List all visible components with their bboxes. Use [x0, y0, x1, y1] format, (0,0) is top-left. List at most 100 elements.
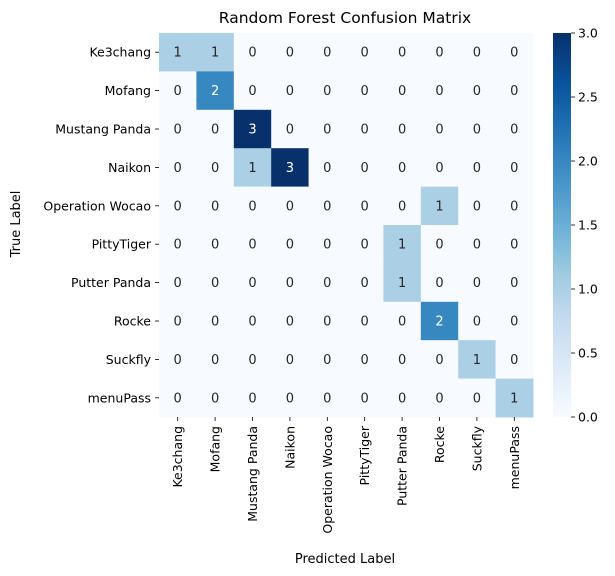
cell-value-label: 0: [435, 84, 443, 99]
heatmap-cell: [233, 225, 272, 264]
cell-value-label: 0: [248, 353, 256, 368]
heatmap-cell: [308, 109, 347, 149]
colorbar-tick-label: 0.5: [578, 346, 598, 361]
y-tick-label: Suckfly: [106, 352, 152, 367]
cell-value-label: 0: [473, 123, 481, 138]
heatmap-cell: [346, 33, 384, 72]
cell-value-label: 0: [286, 353, 294, 368]
cell-value-label: 0: [286, 276, 294, 291]
heatmap-cell: [233, 33, 272, 72]
heatmap-cell: [383, 186, 422, 226]
heatmap-cell: [495, 148, 534, 188]
heatmap-cell: [196, 186, 235, 226]
colorbar-tick-label: 2.0: [578, 154, 598, 169]
heatmap-cell: [308, 340, 347, 380]
cell-value-label: 0: [510, 46, 518, 61]
heatmap-cell: [346, 186, 384, 226]
cell-value-label: 0: [435, 276, 443, 291]
cell-value-label: 0: [510, 199, 518, 214]
cell-value-label: 0: [323, 46, 331, 61]
cell-value-label: 0: [435, 123, 443, 138]
cell-value-label: 0: [398, 161, 406, 176]
cell-value-label: 0: [211, 161, 219, 176]
heatmap-cell: [271, 301, 310, 341]
heatmap-cell: [420, 71, 459, 111]
x-tick-label: Ke3chang: [170, 426, 185, 488]
heatmap-cell: [308, 71, 347, 111]
heatmap-cell: [420, 340, 459, 380]
heatmap-cell: [159, 186, 197, 226]
heatmap-cells: [159, 33, 534, 418]
heatmap-cell: [346, 301, 384, 341]
cell-value-label: 0: [435, 46, 443, 61]
heatmap-cell: [383, 148, 422, 188]
cell-value-label: 0: [174, 315, 182, 330]
cell-value-label: 0: [361, 238, 369, 253]
heatmap-cell: [458, 186, 497, 226]
cell-value-label: 0: [398, 123, 406, 138]
cell-value-label: 1: [174, 46, 182, 61]
cell-value-label: 0: [174, 84, 182, 99]
heatmap-cell: [346, 263, 384, 303]
cell-value-label: 0: [248, 315, 256, 330]
heatmap-cell: [383, 109, 422, 149]
cell-value-label: 0: [211, 315, 219, 330]
y-tick-label: Putter Panda: [71, 275, 151, 290]
cell-value-label: 0: [248, 199, 256, 214]
heatmap-cell: [196, 263, 235, 303]
cell-value-label: 0: [473, 238, 481, 253]
x-axis-ticks: Ke3chang Mofang Mustang Panda Naikon Operati…: [170, 417, 522, 534]
heatmap-cell: [233, 71, 272, 111]
heatmap-cell: [458, 71, 497, 111]
heatmap-cell: [159, 33, 197, 72]
y-tick-label: Operation Wocao: [43, 198, 151, 213]
chart-title: Random Forest Confusion Matrix: [219, 9, 471, 27]
cell-value-label: 0: [174, 391, 182, 406]
heatmap-cell: [383, 378, 422, 418]
x-tick-label: PittyTiger: [357, 425, 372, 485]
heatmap-cell: [458, 301, 497, 341]
cell-value-label: 0: [398, 353, 406, 368]
heatmap-cell: [458, 148, 497, 188]
cell-value-label: 1: [248, 161, 256, 176]
heatmap-cell: [159, 71, 197, 111]
heatmap-cell: [420, 263, 459, 303]
cell-value-label: 1: [510, 391, 518, 406]
cell-value-label: 0: [361, 315, 369, 330]
cell-value-label: 0: [323, 353, 331, 368]
heatmap-cell: [196, 148, 235, 188]
heatmap-cell: [159, 340, 197, 380]
cell-value-label: 0: [286, 238, 294, 253]
cell-value-label: 0: [473, 391, 481, 406]
cell-value-label: 1: [398, 276, 406, 291]
heatmap-cell: [420, 378, 459, 418]
cell-value-label: 0: [435, 238, 443, 253]
heatmap-cell: [271, 148, 310, 188]
heatmap-cell: [233, 263, 272, 303]
cell-value-label: 2: [435, 315, 443, 330]
cell-value-label: 0: [510, 238, 518, 253]
cell-value-label: 0: [211, 238, 219, 253]
cell-value-label: 0: [510, 84, 518, 99]
cell-value-label: 0: [248, 84, 256, 99]
heatmap-cell: [196, 378, 235, 418]
heatmap-cell: [271, 378, 310, 418]
heatmap-cell: [495, 33, 534, 72]
x-axis-label: Predicted Label: [295, 552, 395, 567]
cell-value-label: 0: [248, 46, 256, 61]
heatmap-cell: [458, 340, 497, 380]
cell-value-label: 0: [211, 276, 219, 291]
cell-value-label: 0: [286, 46, 294, 61]
cell-value-label: 2: [211, 84, 219, 99]
colorbar-tick-label: 0.0: [578, 410, 598, 425]
heatmap-cell: [383, 301, 422, 341]
cell-value-label: 0: [286, 391, 294, 406]
heatmap-cell: [308, 186, 347, 226]
colorbar-tick-label: 1.5: [578, 218, 598, 233]
cell-value-label: 0: [398, 315, 406, 330]
colorbar-ticks: 0.0 0.5 1.0 1.5 2.0 2.5 3.0: [571, 26, 598, 425]
x-tick-label: Rocke: [432, 426, 447, 463]
heatmap-cell: [159, 263, 197, 303]
heatmap-cell: [159, 109, 197, 149]
heatmap-cell: [346, 71, 384, 111]
